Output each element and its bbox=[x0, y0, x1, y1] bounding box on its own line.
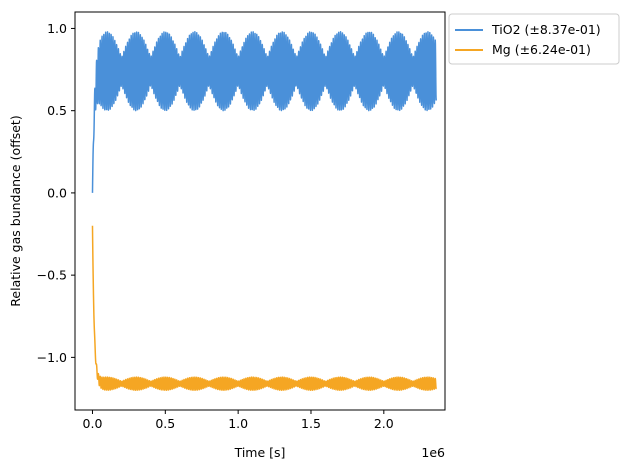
y-axis-ticks: 1.0 0.5 0.0 −0.5 −1.0 bbox=[37, 21, 75, 365]
x-axis-offset-text: 1e6 bbox=[421, 445, 445, 460]
y-tick-label: 1.0 bbox=[47, 21, 67, 36]
series-line-mg bbox=[91, 225, 437, 392]
axes-frame bbox=[74, 11, 446, 411]
x-tick-label: 1.5 bbox=[301, 416, 321, 431]
legend-frame bbox=[448, 13, 620, 65]
legend-label-tio2: TiO2 (±8.37e-01) bbox=[491, 22, 601, 37]
series-layer bbox=[91, 31, 438, 392]
plot-area: 0.0 0.5 1.0 1.5 2.0 1.0 0.5 0.0 −0.5 −1.0 bbox=[37, 11, 446, 431]
y-tick-label: −0.5 bbox=[37, 268, 67, 283]
x-axis-ticks: 0.0 0.5 1.0 1.5 2.0 bbox=[83, 410, 394, 431]
y-tick-label: 0.5 bbox=[47, 103, 67, 118]
series-line-tio2 bbox=[91, 31, 438, 193]
x-tick-label: 0.5 bbox=[155, 416, 175, 431]
y-axis-label: Relative gas bundance (offset) bbox=[8, 115, 23, 306]
y-tick-label: 0.0 bbox=[47, 185, 67, 200]
y-tick-label: −1.0 bbox=[37, 350, 67, 365]
x-tick-label: 1.0 bbox=[228, 416, 248, 431]
x-tick-label: 2.0 bbox=[374, 416, 394, 431]
x-tick-label: 0.0 bbox=[83, 416, 103, 431]
legend: TiO2 (±8.37e-01) Mg (±6.24e-01) bbox=[448, 13, 620, 65]
x-axis-label: Time [s] bbox=[234, 445, 286, 460]
legend-label-mg: Mg (±6.24e-01) bbox=[492, 42, 591, 57]
